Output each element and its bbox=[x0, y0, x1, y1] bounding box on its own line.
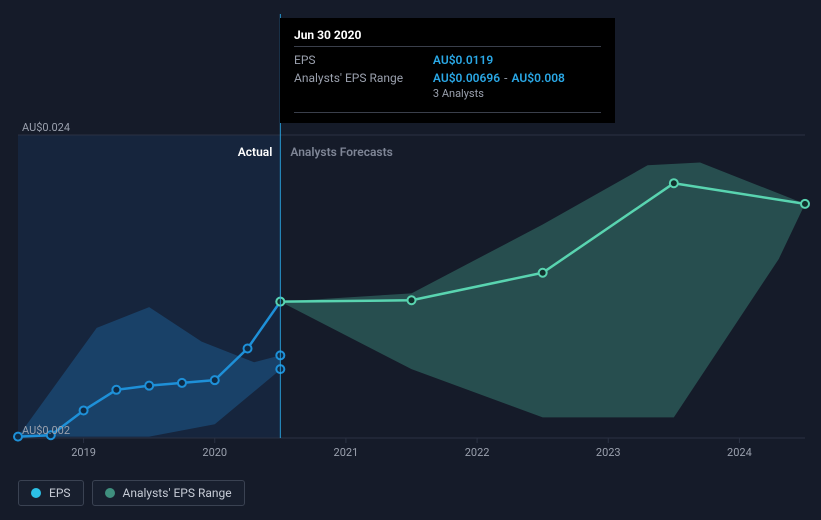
x-axis-label: 2020 bbox=[202, 446, 227, 459]
section-label-forecast: Analysts Forecasts bbox=[290, 145, 392, 159]
legend-item-range[interactable]: Analysts' EPS Range bbox=[92, 480, 245, 506]
chart-tooltip: Jun 30 2020 EPS AU$0.0119 Analysts' EPS … bbox=[280, 18, 615, 123]
legend-item-eps[interactable]: EPS bbox=[18, 480, 84, 506]
x-axis-label: 2021 bbox=[334, 446, 359, 459]
legend-label: Analysts' EPS Range bbox=[123, 486, 232, 500]
tooltip-divider bbox=[294, 112, 601, 113]
legend-label: EPS bbox=[49, 486, 71, 500]
tooltip-row-label: EPS bbox=[294, 51, 433, 69]
x-axis-label: 2019 bbox=[71, 446, 96, 459]
y-axis-label: AU$0.002 bbox=[22, 424, 70, 437]
eps-chart-container: { "chart": { "type": "line-with-range-ar… bbox=[0, 0, 821, 520]
tooltip-date: Jun 30 2020 bbox=[294, 28, 601, 47]
x-axis-label: 2024 bbox=[727, 446, 752, 459]
section-label-actual: Actual bbox=[238, 145, 273, 159]
y-axis-label: AU$0.024 bbox=[22, 121, 70, 134]
x-axis-label: 2023 bbox=[596, 446, 621, 459]
legend-swatch bbox=[31, 488, 41, 498]
tooltip-range-high: AU$0.008 bbox=[511, 71, 564, 85]
tooltip-range-low: AU$0.00696 bbox=[433, 71, 500, 85]
x-axis-label: 2022 bbox=[465, 446, 490, 459]
legend-swatch bbox=[105, 488, 115, 498]
tooltip-range-sep: - bbox=[500, 71, 511, 85]
chart-legend: EPS Analysts' EPS Range bbox=[18, 480, 245, 506]
tooltip-row-value: AU$0.0119 bbox=[433, 53, 493, 67]
tooltip-range-sub: 3 Analysts bbox=[433, 85, 601, 100]
tooltip-row-label: Analysts' EPS Range bbox=[294, 69, 433, 102]
